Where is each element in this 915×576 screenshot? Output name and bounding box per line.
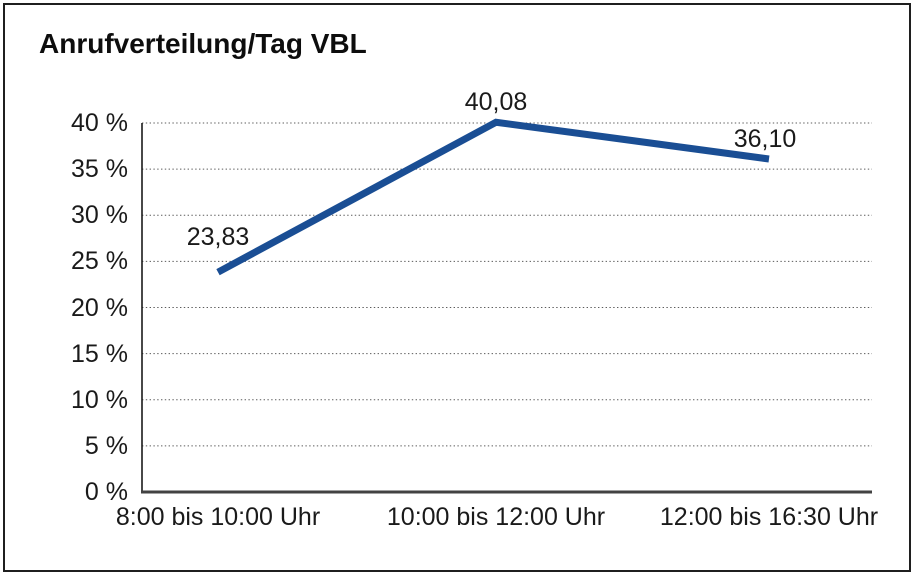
- x-tick-label: 10:00 bis 12:00 Uhr: [386, 503, 606, 531]
- y-tick-label: 25 %: [71, 247, 128, 276]
- y-tick-label: 5 %: [84, 431, 128, 460]
- chart-title: Anrufverteilung/Tag VBL: [39, 28, 367, 59]
- data-point-label: 40,08: [464, 88, 528, 117]
- y-tick-label: 30 %: [71, 201, 128, 230]
- data-point-label: 23,83: [186, 223, 250, 252]
- y-tick-label: 40 %: [71, 109, 128, 137]
- data-point-label: 36,10: [733, 124, 797, 153]
- y-tick-label: 20 %: [71, 293, 128, 322]
- y-tick-label: 10 %: [71, 385, 128, 414]
- y-tick-label: 0 %: [84, 478, 128, 506]
- x-tick-label: 8:00 bis 10:00 Uhr: [115, 503, 321, 531]
- y-tick-label: 15 %: [71, 339, 128, 368]
- y-tick-label: 35 %: [71, 155, 128, 184]
- data-line: [216, 118, 770, 276]
- x-tick-label: 12:00 bis 16:30 Uhr: [659, 503, 879, 531]
